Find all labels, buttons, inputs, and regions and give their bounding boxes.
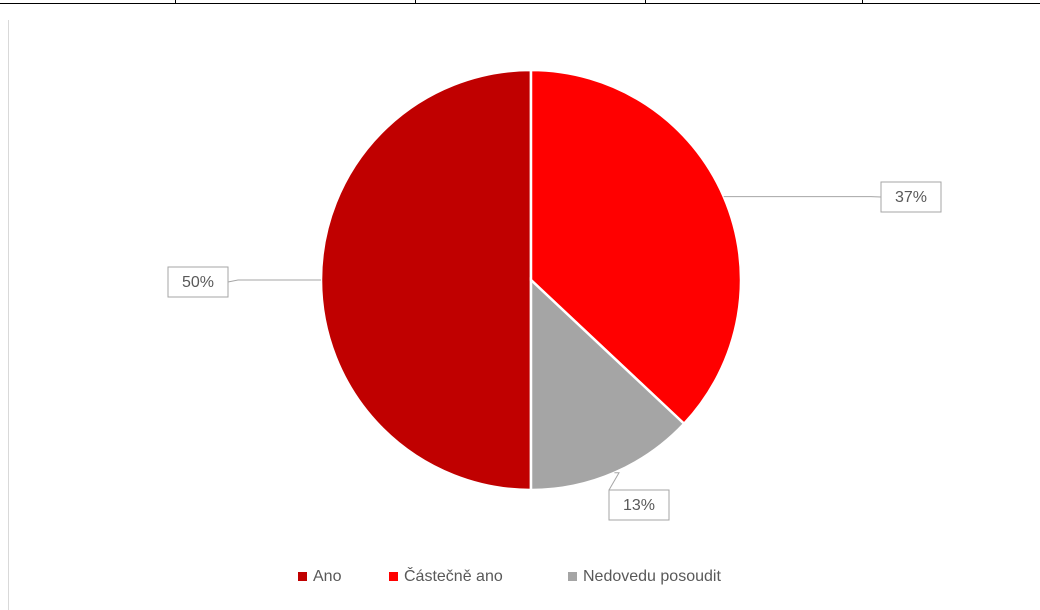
leader-line [227, 279, 321, 283]
data-label: 37% [895, 189, 927, 206]
data-label-box [608, 489, 670, 521]
table-border [0, 0, 1040, 4]
legend-label: Částečně ano [404, 566, 503, 585]
data-label-box [880, 181, 942, 213]
legend-label: Nedovedu posoudit [583, 568, 721, 585]
pie-slice [529, 277, 686, 492]
pie-slice [319, 68, 533, 492]
legend-label: Ano [313, 568, 342, 585]
data-label: 13% [623, 497, 655, 514]
legend-swatch [389, 572, 398, 581]
legend-swatch [568, 572, 577, 581]
legend-swatch [298, 572, 307, 581]
pie-slice [529, 68, 743, 426]
data-label-box [167, 266, 229, 298]
leader-line [608, 472, 620, 491]
data-label: 50% [182, 274, 214, 291]
